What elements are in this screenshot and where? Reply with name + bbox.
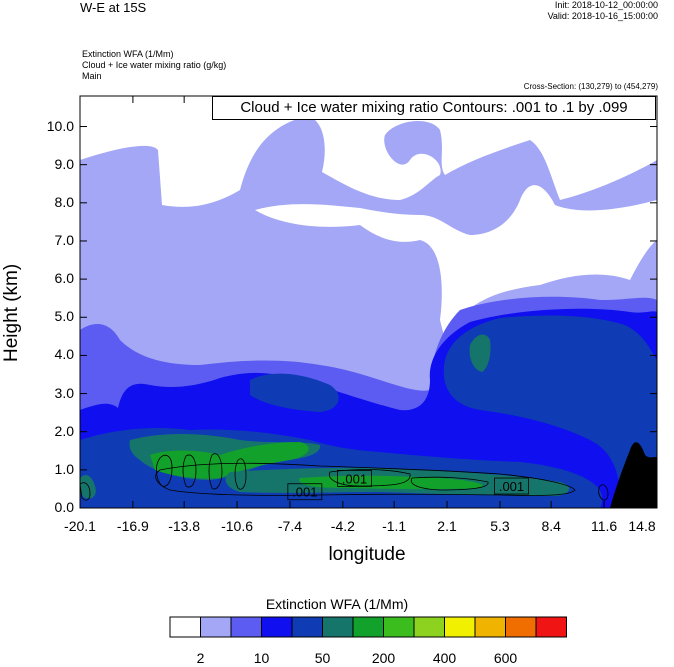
extinction-band-100-mid: [250, 373, 339, 412]
y-tick-label: 0.0: [54, 499, 74, 515]
extinction-band-200-east: [469, 334, 491, 372]
x-tick-label: -13.8: [168, 518, 201, 534]
contour-line: [80, 482, 91, 501]
contour-label-box: [287, 483, 323, 501]
colorbar-label: 200: [371, 650, 396, 666]
colorbar-label: 600: [493, 650, 518, 666]
x-tick-label: 5.3: [490, 518, 510, 534]
colorbar: [169, 616, 567, 638]
mixing-ratio-contours: .001 .001 .001: [80, 453, 609, 501]
x-tick-label: -20.1: [64, 518, 96, 534]
colorbar-label: 50: [314, 650, 331, 666]
contour-label: .001: [499, 479, 524, 494]
contour-info-box: Cloud + Ice water mixing ratio Contours:…: [212, 96, 656, 120]
field-group: Main: [82, 71, 102, 81]
y-tick-label: 5.0: [54, 308, 74, 325]
contour-label: .001: [342, 471, 367, 486]
contour-line: [410, 476, 489, 491]
valid-time: Valid: 2018-10-16_15:00:00: [547, 11, 658, 21]
clear-region-upper: [80, 96, 657, 207]
colorbar-swatch: [535, 616, 567, 638]
contour-label: .001: [292, 485, 317, 500]
y-tick-label: 9.0: [54, 155, 74, 172]
contour-line: [598, 484, 609, 501]
cross-section-info: Cross-Section: (130,279) to (454,279): [523, 82, 658, 91]
x-tick-label: -16.9: [116, 518, 149, 534]
contour-label-box: [494, 477, 529, 495]
colorbar-swatch: [444, 616, 476, 638]
extinction-band-100-east: [443, 315, 657, 508]
contour-line: [328, 469, 411, 487]
y-tick-label: 7.0: [54, 231, 74, 248]
clear-region-mid: [255, 185, 657, 344]
x-tick-label: -4.2: [330, 518, 355, 534]
y-tick-label: 8.0: [54, 193, 74, 210]
x-tick-label: 2.1: [437, 518, 457, 534]
extinction-band-200-west: [80, 475, 96, 499]
y-tick-label: 10.0: [46, 117, 74, 134]
x-tick-label: -10.6: [221, 518, 254, 534]
colorbar-swatch: [505, 616, 537, 638]
field-name-mixing-ratio: Cloud + Ice water mixing ratio (g/kg): [82, 60, 227, 70]
terrain: [610, 442, 657, 508]
time-info: Init: 2018-10-12_00:00:00 Valid: 2018-10…: [548, 0, 658, 22]
contour-line: [182, 454, 197, 488]
contour-line: [156, 454, 173, 487]
extinction-band-300-surface: [299, 475, 483, 490]
chart-title: W-E at 15S: [80, 0, 147, 15]
field-name-extinction: Extinction WFA (1/Mm): [82, 49, 174, 59]
y-tick-label: 6.0: [54, 270, 74, 287]
x-tick-label: 8.4: [541, 518, 561, 534]
colorbar-label: 10: [253, 650, 270, 666]
y-tick-label: 4.0: [54, 346, 74, 363]
contour-label-box: [337, 469, 372, 487]
y-tick-label: 3.0: [54, 384, 74, 401]
colorbar-swatch: [383, 616, 415, 638]
x-tick-label: 11.6: [590, 518, 618, 534]
colorbar-swatch: [352, 616, 384, 638]
colorbar-label: 400: [432, 650, 457, 666]
y-tick-label: 2.0: [54, 422, 74, 439]
contour-line: [234, 458, 247, 490]
colorbar-swatch: [200, 616, 232, 638]
contour-line: [208, 453, 223, 490]
init-time: Init: 2018-10-12_00:00:00: [554, 0, 658, 10]
x-tick-label: 14.8: [628, 518, 656, 534]
contour-line: [155, 462, 576, 496]
extinction-field: [80, 96, 657, 508]
x-tick-label: -1.1: [382, 518, 407, 534]
colorbar-swatch: [291, 616, 323, 638]
x-tick-label: -7.4: [277, 518, 303, 534]
y-tick-label: 1.0: [54, 460, 74, 477]
extinction-band-300-low: [150, 442, 309, 479]
colorbar-swatch: [169, 616, 201, 638]
colorbar-swatch: [261, 616, 293, 638]
colorbar-swatch: [474, 616, 506, 638]
colorbar-swatch: [230, 616, 262, 638]
x-axis-label: longitude: [328, 544, 406, 565]
colorbar-title: Extinction WFA (1/Mm): [265, 596, 409, 612]
colorbar-label: 2: [196, 650, 205, 666]
colorbar-swatch: [322, 616, 354, 638]
colorbar-swatch: [413, 616, 445, 638]
y-axis-label: Height (km): [1, 263, 22, 362]
